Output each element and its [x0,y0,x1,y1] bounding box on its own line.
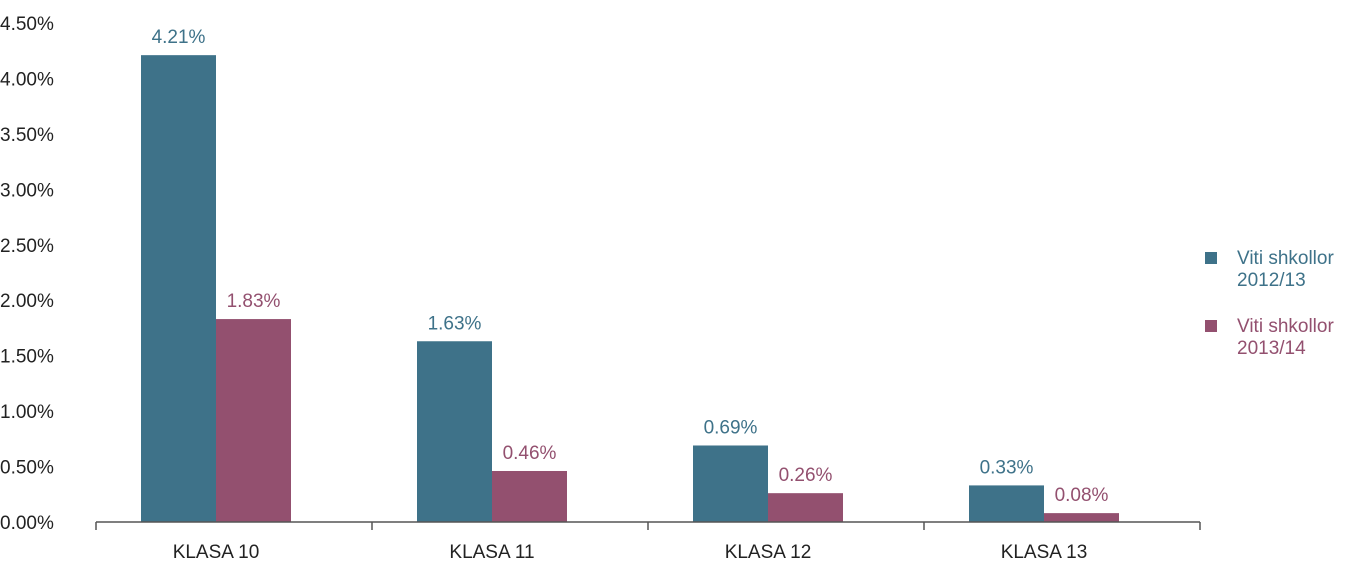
y-tick-label: 1.50% [0,347,54,368]
bar [969,485,1044,522]
y-tick-label: 0.00% [0,513,54,534]
data-label: 0.69% [704,417,758,438]
legend-swatch [1205,320,1217,332]
bar [216,319,291,522]
y-tick-label: 3.00% [0,180,54,201]
y-tick-label: 3.50% [0,125,54,146]
y-tick-label: 0.50% [0,458,54,479]
bars [141,55,1119,522]
legend-swatch [1205,252,1217,264]
data-label: 1.63% [428,313,482,334]
data-labels: 4.21% 1.83% 1.63% 0.46% 0.69% 0.26% 0.33% 0.08% [152,27,1109,506]
bar [141,55,216,522]
y-tick-label: 2.00% [0,291,54,312]
data-label: 0.08% [1055,485,1109,506]
data-label: 0.33% [980,457,1034,478]
x-axis: KLASA 10 KLASA 11 KLASA 12 KLASA 13 [95,521,1201,563]
y-axis-ticks: 0.00% 0.50% 1.00% 1.50% 2.00% 2.50% 3.00% 3.50%… [0,14,54,534]
category-label: KLASA 12 [725,542,812,562]
data-label: 0.46% [503,443,557,464]
data-label: 1.83% [227,291,281,312]
data-label: 4.21% [152,27,206,48]
category-label: KLASA 10 [173,542,260,562]
legend: Viti shkollor 2012/13 Viti shkollor 2013/14 [1205,248,1334,359]
legend-label: Viti shkollor 2012/13 [1237,248,1334,291]
data-label: 0.26% [779,465,833,486]
y-tick-label: 4.50% [0,14,54,35]
bar [492,470,567,522]
category-label: KLASA 11 [449,542,534,562]
y-tick-label: 1.00% [0,402,54,423]
y-tick-label: 4.00% [0,69,54,90]
legend-label: Viti shkollor 2013/14 [1237,316,1334,359]
bar [1044,513,1119,522]
bar [768,493,843,522]
category-label: KLASA 13 [1001,542,1088,562]
bar [417,341,492,522]
bar [693,445,768,522]
y-tick-label: 2.50% [0,236,54,257]
